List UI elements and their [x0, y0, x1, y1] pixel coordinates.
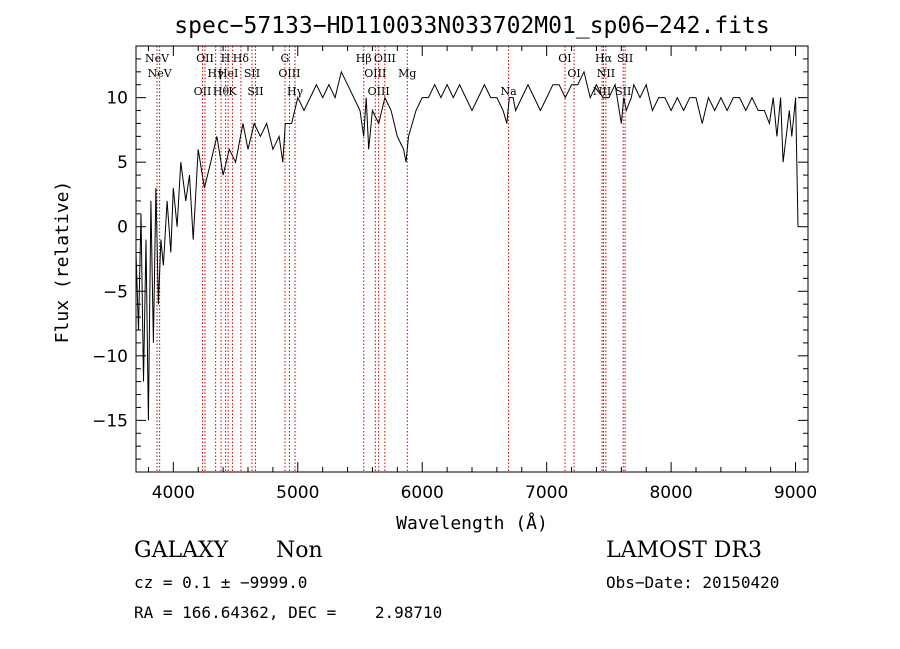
observation-date: Obs−Date: 20150420: [606, 573, 780, 592]
x-tick-label: 7000: [525, 483, 568, 503]
spectral-line-label: Hβ: [356, 52, 372, 65]
y-tick-label: 5: [117, 153, 128, 173]
spectral-line-label: H: [221, 52, 231, 65]
axis-ticks: 4000 5000 6000 7000 8000 9000 −15 −10 −5 0 5 10: [92, 45, 817, 503]
spectral-line-label: NeV: [148, 67, 173, 80]
spectral-line-label: OI: [558, 52, 571, 65]
spectral-line-label: OIII: [368, 85, 390, 98]
spectrum-series: [135, 70, 799, 421]
spectral-line-label: G: [281, 52, 290, 65]
spectral-line-label: Hγ: [208, 67, 225, 80]
x-tick-label: 5000: [276, 483, 319, 503]
x-tick-label: 6000: [401, 483, 444, 503]
spectral-line-label: OI: [567, 67, 580, 80]
x-tick-label: 8000: [649, 483, 692, 503]
spectral-line-label: Hα: [595, 52, 613, 65]
spectral-line-label: NII: [597, 67, 615, 80]
y-tick-label: −15: [92, 411, 128, 431]
y-tick-label: 10: [106, 89, 128, 109]
spectral-line-label: Hθ: [213, 85, 230, 98]
spectral-line-label: Mg: [398, 67, 416, 80]
y-tick-label: −10: [92, 347, 128, 367]
spectral-line-label: SII: [244, 67, 260, 80]
spectral-line-labels: NeVNeVOIIOIIHγHθHHeIKHδSIISIIGOIIIHγHβOI…: [145, 52, 633, 98]
spectral-line-label: NeV: [145, 52, 170, 65]
redshift-readout: cz = 0.1 ± −9999.0: [134, 573, 308, 592]
spectrum-line: [135, 70, 799, 421]
spectral-line-label: Hγ: [287, 85, 304, 98]
spectral-line-label: K: [228, 85, 237, 98]
spectral-line-label: OIII: [278, 67, 300, 80]
spectral-line-label: SII: [615, 85, 631, 98]
spectral-line-label: Na: [500, 85, 517, 98]
spectral-line-label: Hδ: [233, 52, 250, 65]
coordinates-readout: RA = 166.64362, DEC = 2.98710: [134, 603, 443, 622]
x-tick-label: 4000: [152, 483, 195, 503]
spectral-line-label: SII: [617, 52, 633, 65]
spectral-line-label: OII: [196, 52, 214, 65]
object-subclass: Non: [276, 538, 323, 563]
spectral-line-label: OII: [194, 85, 212, 98]
x-axis-label: Wavelength (Å): [396, 512, 548, 534]
spectral-line-label: SII: [247, 85, 263, 98]
chart-title: spec−57133−HD110033N033702M01_sp06−242.f…: [174, 13, 769, 39]
spectral-line-label: OIII: [364, 67, 386, 80]
object-class: GALAXY: [134, 538, 229, 563]
y-tick-label: −5: [103, 282, 128, 302]
spectral-line-label: OIII: [374, 52, 396, 65]
spectral-line-label: NII: [593, 85, 611, 98]
y-tick-label: 0: [117, 218, 128, 238]
spectral-line-label: HeI: [218, 67, 238, 80]
x-tick-label: 9000: [774, 483, 817, 503]
survey-name: LAMOST DR3: [606, 538, 762, 563]
y-axis-label: Flux (relative): [52, 181, 73, 344]
